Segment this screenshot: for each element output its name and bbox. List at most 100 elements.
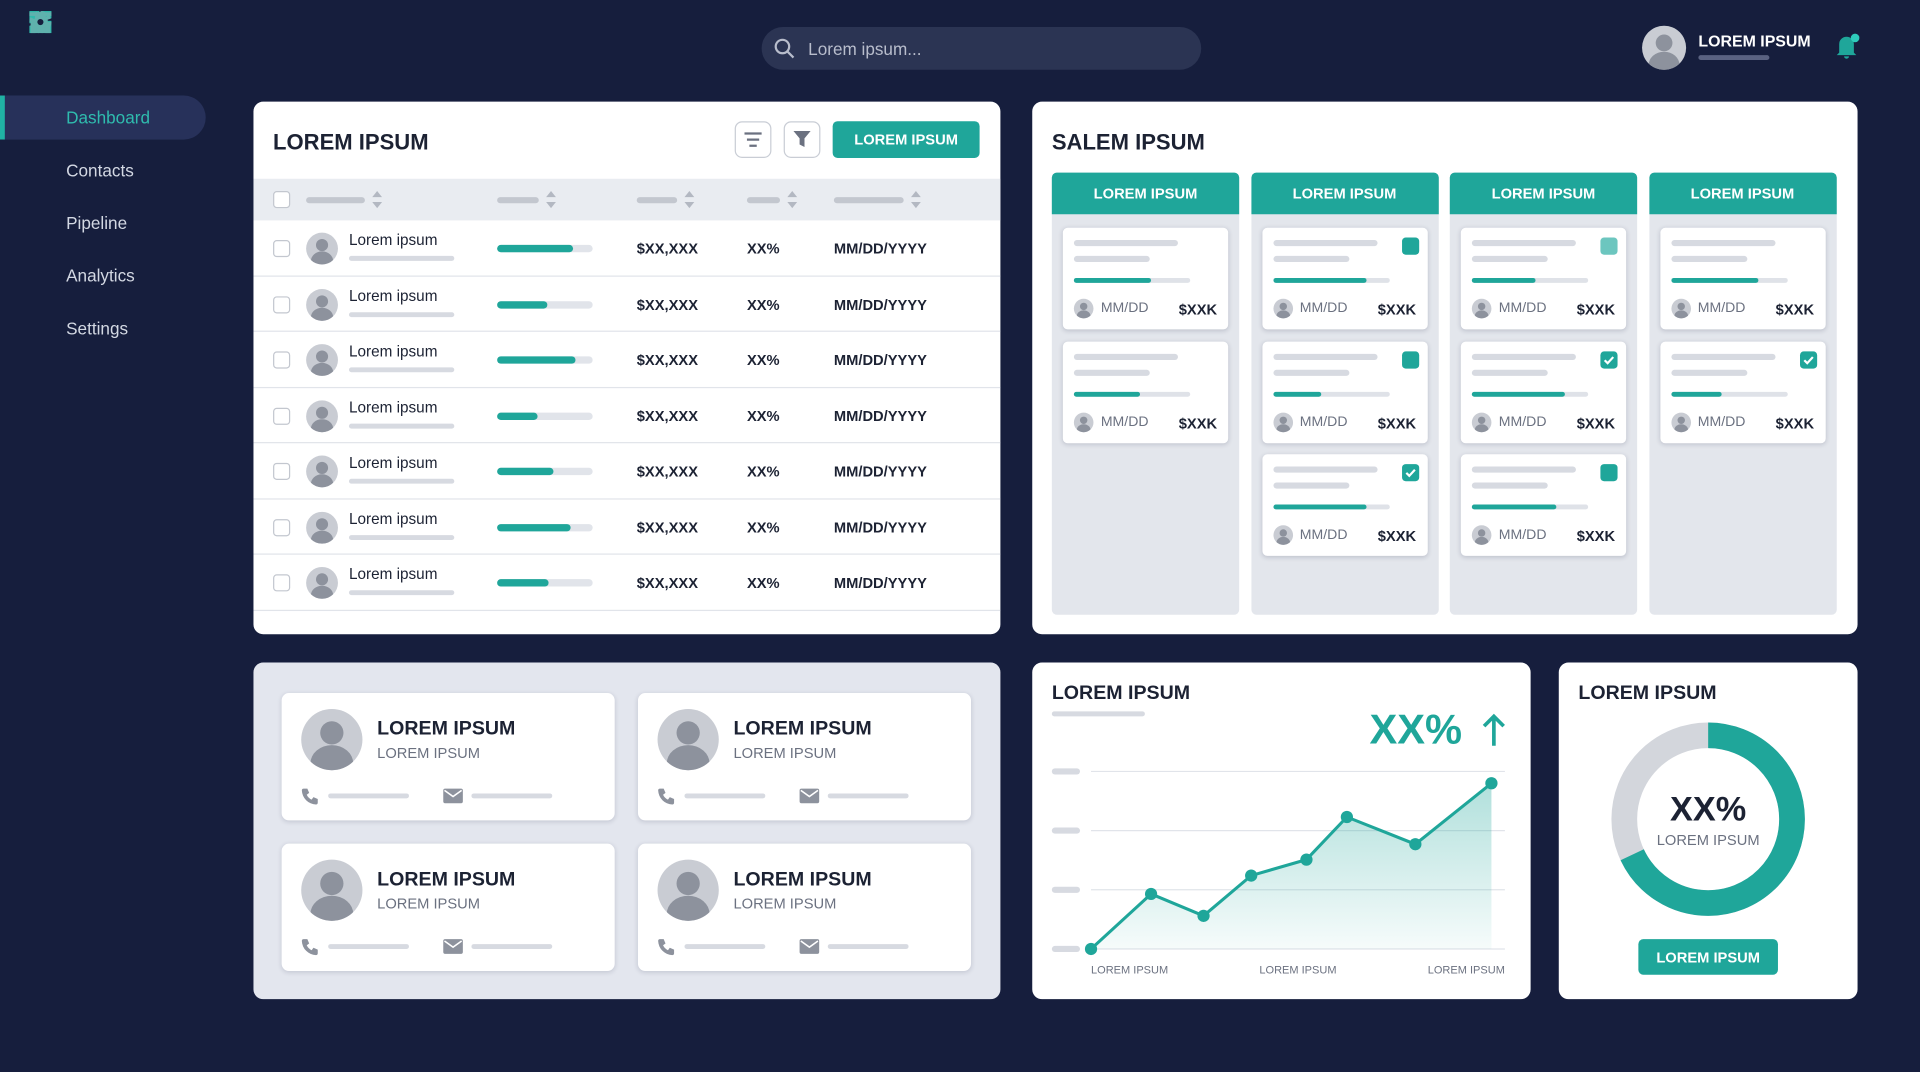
avatar-icon [310, 406, 334, 432]
phone-icon [658, 788, 675, 805]
button[interactable]: LOREM IPSUM [832, 121, 980, 158]
avatar [1471, 525, 1492, 545]
row-name: Lorem ipsum [348, 454, 438, 472]
donut-card: LOREM IPSUM XX% LOREM IPSUM LOREM IPSUM [1558, 662, 1858, 1000]
checkbox[interactable] [273, 462, 291, 480]
placeholder-bar [1272, 466, 1377, 473]
placeholder-bar [827, 793, 909, 799]
avatar-icon [310, 350, 334, 376]
nav-label: Settings [66, 318, 129, 338]
sort-button[interactable] [734, 121, 772, 158]
card-amount: $XXK [1178, 301, 1218, 319]
table-row [253, 555, 1001, 611]
icon-circle [315, 406, 329, 419]
x-label: LOREM IPSUM [1091, 963, 1169, 976]
icon-ellipse [310, 745, 354, 771]
icon-circle [676, 871, 700, 896]
avatar-icon [1474, 415, 1489, 432]
icon-ellipse [310, 895, 354, 921]
progress-fill [1272, 504, 1366, 510]
mail-icon [799, 939, 820, 954]
checkbox[interactable] [273, 295, 291, 313]
checkbox[interactable] [273, 574, 291, 592]
phone-icon [301, 788, 318, 805]
column-title: LOREM IPSUM [1491, 184, 1596, 203]
icon-circle [320, 721, 344, 745]
placeholder-bar [348, 590, 455, 596]
icon-circle [315, 461, 329, 474]
checkbox[interactable] [1600, 350, 1618, 368]
contact-card: LOREM IPSUM LOREM IPSUM [281, 693, 615, 821]
card-title: SALEM IPSUM [1051, 129, 1205, 155]
icon-ellipse [1673, 310, 1688, 319]
checkbox[interactable] [1600, 464, 1618, 482]
icon-path [800, 789, 819, 798]
row-percent: XX% [746, 295, 780, 313]
nav-label: Pipeline [66, 213, 128, 233]
icon-path [372, 191, 383, 209]
placeholder-bar [1670, 353, 1775, 360]
card-date: MM/DD [1697, 414, 1746, 430]
avatar-icon [310, 721, 354, 771]
avatar [1073, 298, 1094, 319]
button-label: LOREM IPSUM [854, 131, 958, 149]
card-date: MM/DD [1299, 414, 1348, 430]
placeholder-bar [1272, 369, 1349, 376]
checkbox[interactable] [273, 407, 291, 425]
checkbox[interactable] [273, 518, 291, 536]
mail-icon [443, 788, 463, 804]
placeholder-bar [1073, 255, 1150, 263]
point [1300, 853, 1313, 866]
row-date: MM/DD/YYYY [833, 351, 927, 369]
row-amount: $XX,XXX [636, 240, 698, 258]
column-header: LOREM IPSUM [1250, 172, 1439, 215]
checkbox[interactable] [273, 351, 291, 369]
user-name[interactable]: LOREM IPSUM [1698, 31, 1811, 51]
icon-path [546, 191, 556, 209]
table-row [253, 499, 1001, 555]
search-bar[interactable]: Lorem ipsum... [761, 26, 1202, 70]
deal-card: MM/DD $XXK [1659, 227, 1826, 330]
card-amount: $XXK [1377, 414, 1417, 432]
placeholder-bar [328, 944, 409, 949]
icon-path [684, 191, 695, 209]
placeholder-bar [471, 793, 553, 799]
avatar-icon [1076, 415, 1091, 432]
placeholder-bar [1698, 55, 1770, 60]
avatar-icon [310, 294, 334, 321]
button[interactable]: LOREM IPSUM [1638, 939, 1778, 975]
checkbox[interactable] [1401, 464, 1419, 482]
icon-circle [774, 38, 791, 55]
checkbox[interactable] [273, 191, 291, 209]
checkbox[interactable] [1600, 237, 1618, 255]
notification-bell[interactable] [1833, 32, 1862, 61]
checkbox[interactable] [1799, 350, 1817, 368]
icon-circle [676, 721, 700, 745]
icon-path [444, 789, 463, 798]
row-name: Lorem ipsum [348, 231, 438, 249]
column-header: LOREM IPSUM [1449, 172, 1638, 215]
icon-circle [1278, 415, 1287, 424]
contact-name: LOREM IPSUM [733, 869, 872, 891]
checkbox[interactable] [273, 240, 291, 258]
avatar-icon [310, 573, 334, 599]
icon-circle [1676, 302, 1685, 311]
donut-caption: LOREM IPSUM [1656, 831, 1760, 849]
avatar [301, 708, 363, 771]
card-date: MM/DD [1697, 301, 1746, 316]
row-name: Lorem ipsum [348, 565, 438, 583]
row-amount: $XX,XXX [636, 407, 698, 425]
card-amount: $XXK [1576, 527, 1616, 545]
progress-fill [1272, 391, 1322, 397]
filter-button[interactable] [783, 121, 821, 158]
progress-fill [1272, 277, 1368, 283]
placeholder-bar [1471, 482, 1548, 489]
avatar-icon [1076, 302, 1091, 319]
checkbox[interactable] [1401, 350, 1419, 368]
card-amount: $XXK [1377, 301, 1417, 319]
icon-path [1836, 36, 1857, 56]
checkbox[interactable] [1401, 237, 1419, 255]
search-icon [774, 38, 795, 59]
nav-item[interactable] [0, 95, 206, 140]
icon-path [1482, 713, 1505, 746]
